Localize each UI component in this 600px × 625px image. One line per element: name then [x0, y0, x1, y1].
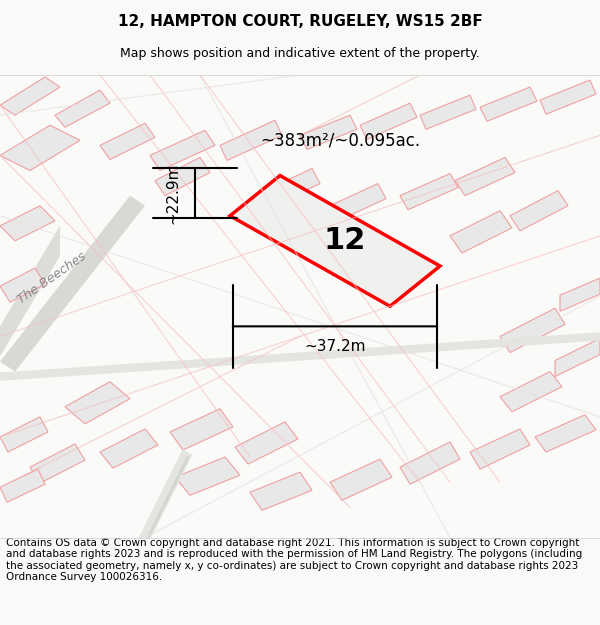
Polygon shape — [510, 191, 568, 231]
Polygon shape — [0, 196, 145, 372]
Polygon shape — [30, 444, 85, 483]
Polygon shape — [235, 422, 298, 464]
Polygon shape — [540, 80, 596, 114]
Polygon shape — [0, 226, 60, 356]
Polygon shape — [560, 278, 600, 311]
Text: 12, HAMPTON COURT, RUGELEY, WS15 2BF: 12, HAMPTON COURT, RUGELEY, WS15 2BF — [118, 14, 482, 29]
Polygon shape — [555, 338, 600, 377]
Polygon shape — [0, 206, 55, 241]
Polygon shape — [265, 169, 320, 206]
Polygon shape — [360, 103, 417, 139]
Polygon shape — [300, 115, 357, 149]
Text: ~383m²/~0.095ac.: ~383m²/~0.095ac. — [260, 131, 420, 149]
Polygon shape — [480, 87, 537, 121]
Polygon shape — [100, 429, 158, 468]
Polygon shape — [330, 459, 392, 500]
Polygon shape — [150, 130, 215, 171]
Text: Map shows position and indicative extent of the property.: Map shows position and indicative extent… — [120, 48, 480, 61]
Polygon shape — [450, 211, 512, 253]
Text: ~37.2m: ~37.2m — [304, 339, 366, 354]
Polygon shape — [230, 176, 440, 306]
Polygon shape — [500, 308, 565, 352]
Polygon shape — [455, 158, 515, 196]
Polygon shape — [250, 472, 312, 511]
Polygon shape — [0, 268, 45, 302]
Polygon shape — [400, 174, 458, 210]
Text: 12: 12 — [324, 226, 366, 256]
Polygon shape — [535, 415, 596, 452]
Polygon shape — [0, 77, 60, 115]
Polygon shape — [400, 442, 460, 484]
Polygon shape — [55, 90, 110, 128]
Polygon shape — [0, 417, 48, 452]
Polygon shape — [0, 125, 80, 171]
Text: Contains OS data © Crown copyright and database right 2021. This information is : Contains OS data © Crown copyright and d… — [6, 538, 582, 582]
Polygon shape — [0, 469, 45, 502]
Polygon shape — [100, 123, 155, 159]
Polygon shape — [500, 372, 562, 412]
Polygon shape — [420, 95, 476, 129]
Polygon shape — [65, 382, 130, 424]
Polygon shape — [170, 409, 233, 450]
Text: ~22.9m: ~22.9m — [166, 162, 181, 224]
Polygon shape — [155, 158, 210, 196]
Text: The Beeches: The Beeches — [16, 250, 89, 306]
Polygon shape — [470, 429, 530, 469]
Polygon shape — [330, 184, 386, 221]
Polygon shape — [220, 120, 282, 161]
Polygon shape — [175, 457, 240, 495]
